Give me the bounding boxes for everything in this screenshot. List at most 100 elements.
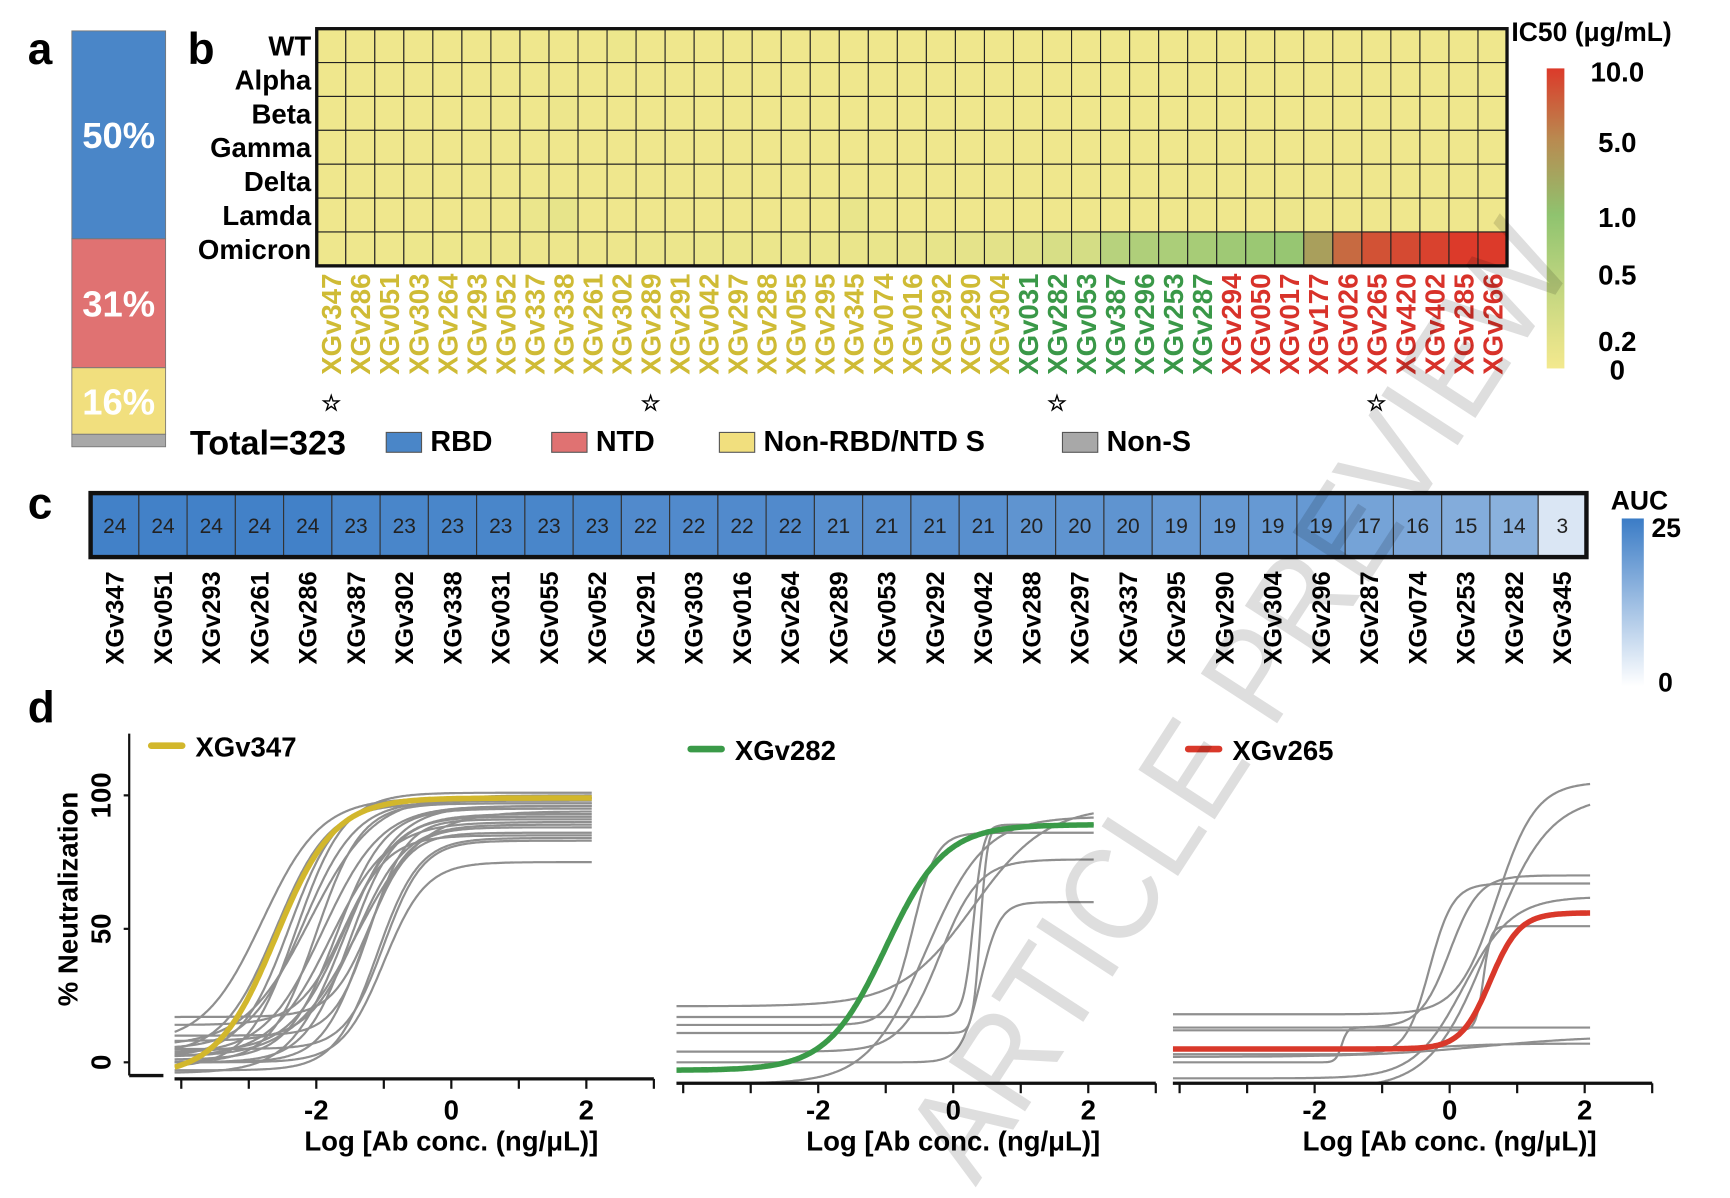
heatmap-cell [606, 129, 637, 165]
panel-letter-d: d [28, 684, 55, 733]
heatmap-cell [490, 28, 521, 64]
x-tick-label: -2 [304, 1095, 329, 1126]
column-label: XGv253 [1158, 274, 1189, 375]
colorbar-max: 25 [1652, 513, 1681, 543]
neutralization-curve [1172, 874, 1591, 1029]
heatmap-cell [867, 129, 898, 165]
heatmap-cell [1303, 62, 1334, 97]
neutralization-curve [174, 807, 592, 1061]
heatmap-cell [1303, 163, 1334, 199]
colorbar-title: IC50 (μg/mL) [1511, 17, 1671, 47]
column-label: XGv052 [490, 274, 521, 375]
column-label: XGv337 [1115, 571, 1143, 664]
neutralization-curve [174, 818, 592, 1037]
heatmap-cell [722, 62, 753, 97]
heatmap-cell [838, 62, 869, 97]
heatmap-cell [1245, 28, 1276, 64]
heatmap-cell [1419, 163, 1450, 199]
neutralization-curve [1172, 896, 1591, 1080]
column-label: XGv296 [1308, 571, 1336, 664]
heatmap-cell [1100, 28, 1131, 64]
auc-cell [620, 492, 671, 558]
x-tick-label: -2 [806, 1095, 831, 1126]
heatmap-cell [635, 163, 666, 199]
heatmap-cell [1419, 62, 1450, 97]
heatmap-cell [635, 95, 666, 131]
neutralization-curve [676, 831, 1094, 1027]
curves-group [174, 791, 592, 1074]
heatmap-cell [1419, 95, 1450, 131]
heatmap-cell [403, 197, 434, 233]
heatmap-cell [664, 231, 695, 267]
heatmap-cell [1419, 197, 1450, 233]
colorbar-tick: 0.2 [1598, 326, 1636, 357]
heatmap-cell [1100, 197, 1131, 233]
auc-value: 24 [103, 515, 127, 538]
column-label: XGv347 [316, 274, 347, 375]
heatmap-cell [983, 129, 1015, 165]
heatmap-cell [1041, 28, 1073, 64]
heatmap-cell [1477, 95, 1508, 131]
column-label: XGv074 [1404, 571, 1432, 664]
heatmap-cell [519, 62, 550, 97]
column-label: XGv297 [1067, 571, 1095, 664]
heatmap-cell [635, 129, 666, 165]
heatmap-cell [548, 231, 579, 267]
heatmap-cell [1274, 62, 1305, 97]
heatmap-cell [635, 197, 666, 233]
heatmap-cell [519, 163, 550, 199]
neutralization-curve [174, 791, 592, 1067]
heatmap-cell [345, 62, 376, 97]
heatmap-cell [1100, 231, 1131, 267]
auc-value: 21 [875, 515, 898, 538]
row-label: WT [268, 31, 311, 62]
column-label: XGv345 [839, 274, 870, 375]
column-label: XGv016 [897, 274, 928, 375]
heatmap-cell [1390, 28, 1421, 64]
heatmap-cell [1216, 197, 1247, 233]
heatmap-cell [1274, 95, 1305, 131]
heatmap-cell [606, 62, 637, 97]
heatmap-cell [519, 95, 550, 131]
column-label: XGv302 [391, 571, 419, 664]
auc-cell [1537, 492, 1587, 558]
heatmap-cell [374, 28, 405, 64]
heatmap-cell [954, 28, 986, 64]
auc-value: 19 [1165, 515, 1188, 538]
heatmap-cell [461, 163, 492, 199]
auc-value: 23 [441, 515, 464, 538]
heatmap-cell [374, 231, 405, 267]
heatmap-cell [519, 197, 550, 233]
heatmap-cell [403, 129, 434, 165]
column-label: XGv338 [439, 571, 467, 664]
heatmap-cell [1361, 129, 1392, 165]
auc-cell [524, 492, 574, 558]
heatmap-cell [577, 197, 608, 233]
heatmap-cell [1187, 28, 1218, 64]
neutralization-curve [174, 810, 592, 1058]
heatmap-cell [432, 28, 463, 64]
heatmap-cell [983, 62, 1015, 97]
heatmap-cell [983, 163, 1015, 199]
column-label: XGv042 [970, 571, 998, 664]
highlight-curve-xgv282 [676, 822, 1094, 1073]
heatmap-cell [519, 28, 550, 64]
heatmap-cell [1274, 231, 1305, 267]
neutralization-curve [174, 860, 592, 1064]
column-label: XGv420 [1390, 274, 1421, 375]
column-label: XGv387 [343, 571, 371, 664]
heatmap-cell [490, 163, 521, 199]
column-label: XGv055 [781, 274, 812, 375]
heatmap-cell [809, 163, 840, 199]
heatmap-cell [1303, 197, 1334, 233]
heatmap-cell [1332, 231, 1363, 267]
column-label: XGv302 [606, 274, 637, 375]
heatmap-cell [316, 28, 347, 64]
heatmap-cell [1332, 129, 1363, 165]
heatmap-cell [1274, 163, 1305, 199]
heatmap-cell [664, 163, 695, 199]
heatmap-cell [925, 129, 956, 165]
heatmap-cell [780, 231, 811, 267]
row-label: Delta [244, 166, 312, 197]
heatmap-cell [722, 129, 753, 165]
